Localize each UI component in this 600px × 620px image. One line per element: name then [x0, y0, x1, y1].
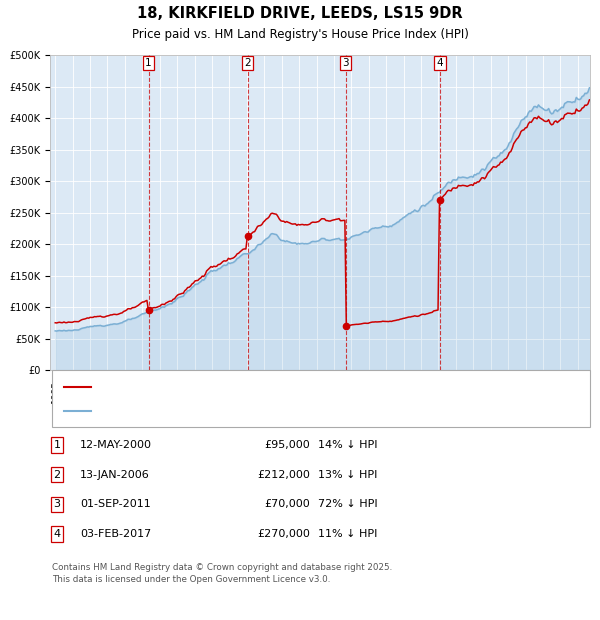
Text: 14% ↓ HPI: 14% ↓ HPI	[318, 440, 377, 450]
Text: HPI: Average price, detached house, Leeds: HPI: Average price, detached house, Leed…	[97, 406, 320, 416]
Text: 3: 3	[342, 58, 349, 68]
Text: 1: 1	[53, 440, 61, 450]
Text: 13-JAN-2006: 13-JAN-2006	[80, 469, 150, 480]
Text: 12-MAY-2000: 12-MAY-2000	[80, 440, 152, 450]
Text: 3: 3	[53, 499, 61, 510]
Text: £270,000: £270,000	[257, 529, 310, 539]
Text: 18, KIRKFIELD DRIVE, LEEDS, LS15 9DR (detached house): 18, KIRKFIELD DRIVE, LEEDS, LS15 9DR (de…	[97, 382, 397, 392]
Text: £95,000: £95,000	[264, 440, 310, 450]
Text: 01-SEP-2011: 01-SEP-2011	[80, 499, 151, 510]
Text: Contains HM Land Registry data © Crown copyright and database right 2025.
This d: Contains HM Land Registry data © Crown c…	[52, 563, 392, 585]
Text: 18, KIRKFIELD DRIVE, LEEDS, LS15 9DR: 18, KIRKFIELD DRIVE, LEEDS, LS15 9DR	[137, 6, 463, 21]
Text: 2: 2	[53, 469, 61, 480]
Text: 11% ↓ HPI: 11% ↓ HPI	[318, 529, 377, 539]
Text: 13% ↓ HPI: 13% ↓ HPI	[318, 469, 377, 480]
Text: 4: 4	[437, 58, 443, 68]
Text: 72% ↓ HPI: 72% ↓ HPI	[318, 499, 377, 510]
Text: Price paid vs. HM Land Registry's House Price Index (HPI): Price paid vs. HM Land Registry's House …	[131, 28, 469, 41]
Text: £212,000: £212,000	[257, 469, 310, 480]
Text: £70,000: £70,000	[264, 499, 310, 510]
Text: 4: 4	[53, 529, 61, 539]
Text: 2: 2	[244, 58, 251, 68]
Text: 03-FEB-2017: 03-FEB-2017	[80, 529, 151, 539]
Text: 1: 1	[145, 58, 152, 68]
